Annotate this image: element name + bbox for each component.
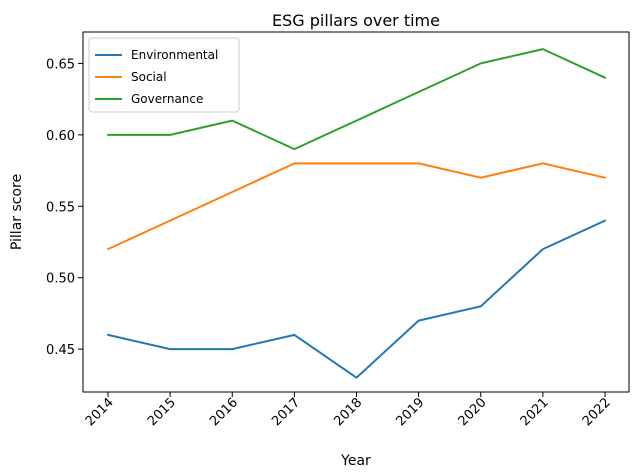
legend-box	[88, 37, 240, 113]
chart-title: ESG pillars over time	[272, 11, 440, 30]
x-tick-label: 2022	[580, 395, 614, 429]
x-axis: 2014 2015 2016 2017 2018 2019 2020 2021 2022	[83, 392, 614, 429]
x-tick-label: 2018	[331, 395, 365, 429]
x-tick-label: 2016	[207, 395, 241, 429]
series-layer	[107, 48, 606, 379]
y-tick-label: 0.45	[46, 343, 75, 358]
x-tick-label: 2019	[393, 395, 427, 429]
x-axis-label: Year	[340, 453, 371, 469]
y-axis-label: Pillar score	[9, 174, 25, 250]
legend: Environmental Social Governance	[88, 37, 240, 113]
x-tick-label: 2014	[83, 395, 117, 429]
series-line-social	[107, 162, 606, 251]
series-line-governance	[107, 48, 606, 151]
x-tick-label: 2017	[269, 395, 303, 429]
legend-label-environmental: Environmental	[131, 48, 218, 62]
y-tick-label: 0.60	[46, 129, 75, 144]
x-tick-label: 2021	[518, 395, 552, 429]
legend-label-governance: Governance	[131, 92, 203, 106]
y-tick-label: 0.65	[46, 57, 75, 72]
y-axis: 0.45 0.50 0.55 0.60 0.65	[46, 57, 83, 358]
y-tick-label: 0.55	[46, 200, 75, 215]
y-tick-label: 0.50	[46, 272, 75, 287]
x-tick-label: 2015	[145, 395, 179, 429]
x-tick-label: 2020	[456, 395, 490, 429]
series-line-environmental	[107, 219, 606, 379]
legend-label-social: Social	[131, 70, 167, 84]
